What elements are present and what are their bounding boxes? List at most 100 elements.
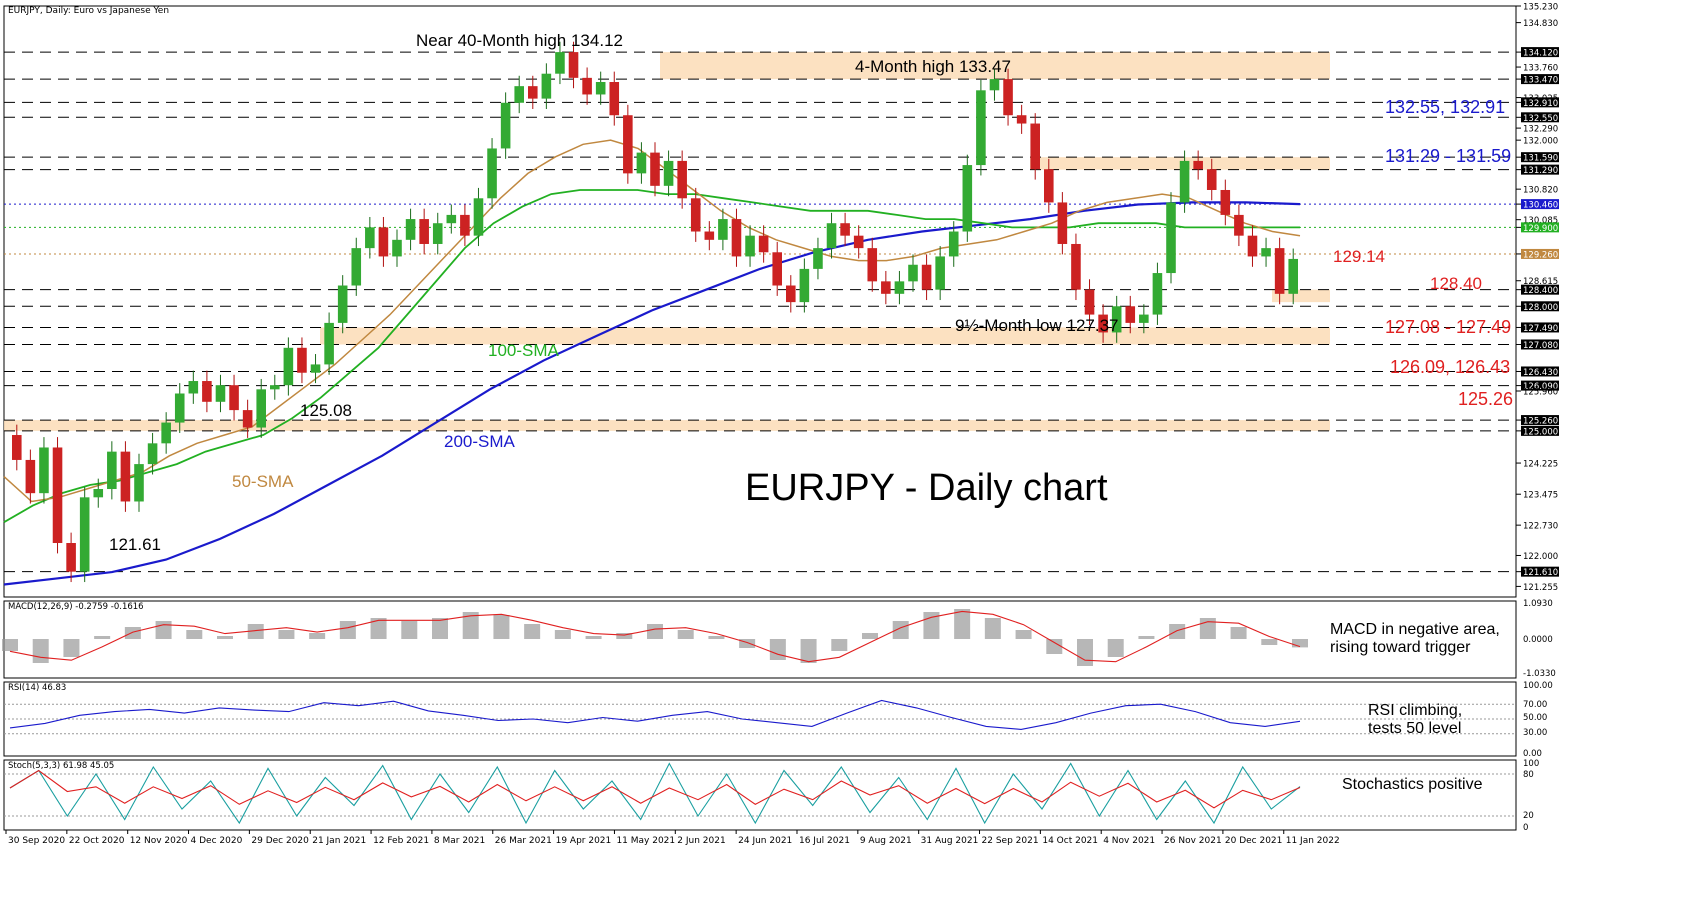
rsi-tick-1: 70.00 bbox=[1523, 700, 1547, 710]
macd-bar-20 bbox=[616, 633, 633, 639]
macd-signal-line bbox=[9, 610, 1301, 663]
macd-tick-2: -1.0330 bbox=[1523, 669, 1556, 679]
macd-note-1: rising toward trigger bbox=[1330, 639, 1471, 656]
macd-bar-9 bbox=[278, 630, 295, 639]
price-tick-label-7: 132.550 bbox=[1523, 114, 1558, 124]
candle-body-95 bbox=[1288, 258, 1298, 294]
price-tick-label-24: 125.960 bbox=[1523, 388, 1558, 398]
rsi-tick-3: 30.00 bbox=[1523, 728, 1547, 738]
candle-body-85 bbox=[1152, 273, 1163, 315]
macd-bar-3 bbox=[94, 636, 111, 639]
macd-bar-17 bbox=[524, 624, 541, 639]
candle-body-35 bbox=[473, 198, 484, 236]
price-tick-label-9: 132.000 bbox=[1523, 137, 1558, 147]
candle-body-57 bbox=[772, 252, 782, 286]
macd-bar-42 bbox=[1292, 639, 1308, 648]
price-label-bg-2 bbox=[1521, 47, 1559, 58]
date-label-13: 16 Jul 2021 bbox=[799, 836, 850, 846]
candle-body-41 bbox=[555, 52, 565, 74]
price-tick-label-23: 126.090 bbox=[1523, 382, 1558, 392]
date-label-17: 14 Oct 2021 bbox=[1042, 836, 1098, 846]
date-label-12: 24 Jun 2021 bbox=[738, 836, 792, 846]
annotation-13: 200-SMA bbox=[444, 432, 516, 451]
annotation-6: 127.08 - 127.49 bbox=[1385, 317, 1511, 337]
candle-body-64 bbox=[867, 248, 878, 282]
price-tick-label-17: 128.615 bbox=[1523, 277, 1558, 287]
price-label-bg-22 bbox=[1521, 366, 1559, 377]
price-label-bg-21 bbox=[1521, 339, 1559, 350]
zone-3 bbox=[320, 327, 1330, 345]
zone-0 bbox=[660, 52, 1330, 80]
price-tick-label-10: 131.590 bbox=[1523, 154, 1558, 164]
candle-body-38 bbox=[514, 86, 524, 103]
candle-body-87 bbox=[1179, 160, 1190, 203]
annotation-8: 126.09, 126.43 bbox=[1390, 357, 1510, 377]
date-label-8: 26 Mar 2021 bbox=[495, 836, 552, 846]
candle-body-40 bbox=[541, 73, 552, 99]
candle-body-81 bbox=[1098, 314, 1108, 333]
price-tick-label-14: 130.085 bbox=[1523, 216, 1558, 226]
macd-bar-23 bbox=[708, 636, 725, 639]
candle-body-6 bbox=[79, 497, 90, 572]
macd-bar-21 bbox=[647, 624, 663, 639]
macd-bar-18 bbox=[554, 630, 571, 639]
macd-bar-11 bbox=[339, 621, 356, 639]
macd-bar-15 bbox=[462, 612, 479, 639]
candle-body-11 bbox=[147, 443, 158, 465]
candle-body-7 bbox=[93, 489, 104, 498]
date-label-9: 19 Apr 2021 bbox=[556, 836, 612, 846]
zone-2 bbox=[1272, 289, 1330, 303]
price-tick-label-13: 130.460 bbox=[1523, 201, 1558, 211]
candle-body-36 bbox=[487, 148, 497, 199]
candle-body-37 bbox=[500, 102, 511, 149]
price-tick-label-15: 129.900 bbox=[1523, 224, 1558, 234]
candle-body-54 bbox=[731, 219, 742, 257]
macd-bar-1 bbox=[32, 639, 49, 663]
date-label-1: 22 Oct 2020 bbox=[69, 836, 125, 846]
price-tick-label-11: 131.290 bbox=[1523, 166, 1558, 176]
candle-body-39 bbox=[528, 86, 538, 99]
macd-bar-38 bbox=[1169, 624, 1186, 639]
rsi-label: RSI(14) 46.83 bbox=[8, 683, 66, 693]
price-tick-label-16: 129.260 bbox=[1523, 250, 1558, 260]
macd-bar-16 bbox=[493, 615, 510, 639]
price-tick-label-18: 128.400 bbox=[1523, 286, 1558, 296]
candle-body-12 bbox=[161, 422, 171, 444]
price-tick-label-28: 123.475 bbox=[1523, 491, 1558, 501]
candle-body-86 bbox=[1166, 202, 1176, 274]
annotation-0: Near 40-Month high 134.12 bbox=[416, 31, 623, 50]
date-label-0: 30 Sep 2020 bbox=[8, 836, 65, 846]
candle-body-18 bbox=[242, 410, 253, 428]
candle-body-74 bbox=[1003, 79, 1013, 116]
candle-body-25 bbox=[337, 285, 348, 323]
price-label-bg-19 bbox=[1521, 301, 1559, 312]
candle-body-80 bbox=[1084, 289, 1095, 315]
macd-tick-1: 0.0000 bbox=[1523, 635, 1553, 645]
candle-body-73 bbox=[989, 79, 1000, 91]
price-tick-label-8: 132.290 bbox=[1523, 125, 1558, 135]
candle-body-65 bbox=[881, 281, 891, 294]
candle-body-76 bbox=[1030, 123, 1040, 170]
chart-header: EURJPY, Daily: Euro vs Japanese Yen bbox=[8, 6, 169, 16]
candle-body-10 bbox=[134, 464, 144, 502]
candle-body-77 bbox=[1044, 169, 1054, 203]
annotation-2: 132.55, 132.91 bbox=[1385, 97, 1505, 117]
macd-bar-26 bbox=[800, 639, 817, 663]
candle-body-83 bbox=[1125, 306, 1136, 323]
macd-bar-0 bbox=[2, 639, 18, 651]
price-tick-label-3: 133.760 bbox=[1523, 64, 1558, 74]
price-axis: 135.230134.830134.120133.760133.470133.0… bbox=[1516, 3, 1559, 593]
candle-body-69 bbox=[935, 256, 945, 290]
candle-body-26 bbox=[351, 248, 362, 286]
candle-body-47 bbox=[636, 152, 647, 174]
date-axis: 30 Sep 2020 22 Oct 2020 12 Nov 2020 4 Dec 2… bbox=[5, 830, 1340, 846]
candle-body-48 bbox=[650, 152, 660, 186]
annotation-9: 125.26 bbox=[1458, 389, 1513, 409]
candle-body-51 bbox=[690, 198, 701, 232]
candle-body-34 bbox=[460, 214, 470, 236]
candle-body-70 bbox=[948, 231, 959, 257]
chart-background-layer bbox=[3, 5, 1517, 831]
stoch-label: Stoch(5,3,3) 61.98 45.05 bbox=[8, 761, 114, 771]
annotation-5: 128.40 bbox=[1430, 274, 1482, 293]
candle-body-79 bbox=[1071, 243, 1081, 290]
